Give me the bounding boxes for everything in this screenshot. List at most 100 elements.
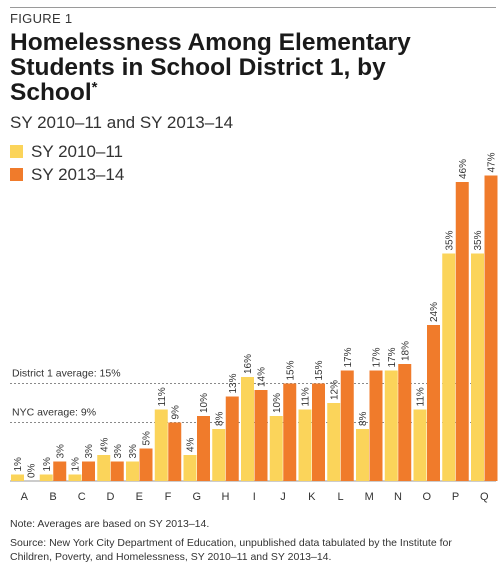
x-tick-label: N: [394, 491, 402, 503]
bar: [356, 429, 369, 481]
data-label: 18%: [400, 341, 411, 361]
x-tick-label: P: [452, 491, 459, 503]
bar: [53, 461, 67, 481]
data-label: 17%: [387, 347, 398, 367]
data-label: 13%: [228, 373, 239, 393]
bar: [97, 455, 111, 481]
x-tick-label: C: [78, 491, 86, 503]
chart-subtitle: SY 2010–11 and SY 2013–14: [10, 113, 234, 132]
bar: [455, 182, 469, 481]
bar: [327, 403, 341, 481]
data-label: 3%: [113, 444, 124, 459]
reference-line-label: District 1 average: 15%: [12, 368, 121, 380]
reference-line-label: NYC average: 9%: [12, 407, 96, 419]
bar: [197, 416, 210, 481]
data-label: 11%: [301, 387, 312, 406]
bar: [82, 461, 95, 481]
bar: [471, 253, 484, 481]
bar: [442, 253, 456, 481]
data-label: 11%: [416, 387, 427, 406]
data-label: 3%: [55, 444, 66, 459]
data-label: 47%: [487, 152, 498, 172]
data-label: 10%: [272, 393, 283, 413]
legend-item-series2: SY 2013–14: [10, 163, 124, 186]
bar: [168, 422, 182, 481]
bar: [484, 175, 498, 481]
bar: [269, 416, 283, 481]
bar: [340, 370, 354, 481]
x-tick-label: O: [422, 491, 431, 503]
title-text: Homelessness Among Elementary Students i…: [10, 29, 411, 106]
x-tick-label: G: [192, 491, 201, 503]
x-tick-label: H: [222, 491, 230, 503]
bar: [126, 461, 139, 481]
data-label: 1%: [42, 457, 53, 472]
bar: [225, 396, 239, 481]
x-tick-label: I: [253, 491, 256, 503]
bar: [212, 429, 226, 481]
bar: [312, 383, 325, 481]
data-label: 35%: [473, 230, 484, 250]
data-label: 8%: [358, 411, 369, 426]
bar: [398, 364, 412, 481]
x-tick-label: L: [337, 491, 343, 503]
x-tick-label: D: [107, 491, 115, 503]
top-rule: [10, 7, 496, 8]
legend-swatch-series1: [10, 145, 23, 158]
bar: [183, 455, 197, 481]
bar: [283, 383, 297, 481]
legend-label-series1: SY 2010–11: [31, 141, 124, 161]
legend: SY 2010–11 SY 2013–14: [10, 140, 124, 186]
x-tick-label: A: [21, 491, 29, 503]
x-tick-label: K: [308, 491, 316, 503]
bar: [413, 409, 427, 481]
bar: [369, 370, 383, 481]
chart-title: Homelessness Among Elementary Students i…: [10, 30, 480, 105]
data-label: 0%: [27, 463, 38, 478]
data-label: 16%: [243, 354, 254, 374]
data-label: 15%: [314, 360, 325, 380]
data-label: 1%: [71, 457, 82, 472]
data-label: 4%: [186, 437, 197, 452]
data-label: 46%: [458, 159, 469, 179]
data-label: 11%: [157, 387, 168, 406]
data-label: 1%: [13, 457, 24, 472]
data-label: 10%: [199, 393, 210, 413]
data-label: 35%: [444, 230, 455, 250]
bar-chart: District 1 average: 15% NYC average: 9% 1%…: [10, 152, 498, 503]
bar: [154, 409, 168, 481]
bar: [298, 409, 312, 481]
x-tick-label: Q: [480, 491, 489, 503]
data-label: 5%: [142, 431, 153, 446]
legend-item-series1: SY 2010–11: [10, 140, 124, 163]
bar: [139, 448, 153, 481]
bar: [254, 390, 268, 481]
data-label: 17%: [372, 347, 383, 367]
x-tick-label: F: [165, 491, 172, 503]
data-label: 8%: [214, 411, 225, 426]
data-label: 4%: [99, 437, 110, 452]
legend-label-series2: SY 2013–14: [31, 164, 125, 184]
bar: [241, 377, 254, 481]
x-tick-label: M: [365, 491, 374, 503]
data-label: 15%: [285, 360, 296, 380]
chart-note: Note: Averages are based on SY 2013–14.: [10, 518, 210, 530]
bar: [384, 370, 398, 481]
data-label: 17%: [343, 347, 354, 367]
data-label: 3%: [128, 444, 139, 459]
x-tick-label: B: [49, 491, 56, 503]
bar: [39, 474, 53, 481]
bar: [427, 325, 440, 481]
bar: [11, 474, 24, 481]
data-label: 9%: [170, 405, 181, 420]
data-label: 12%: [329, 380, 340, 400]
title-asterisk: *: [91, 79, 98, 96]
data-label: 14%: [257, 367, 268, 387]
chart-source: Source: New York City Department of Educ…: [10, 537, 452, 563]
x-tick-label: E: [136, 491, 143, 503]
data-label: 24%: [429, 302, 440, 322]
bar: [68, 474, 82, 481]
data-label: 3%: [84, 444, 95, 459]
figure-label: FIGURE 1: [10, 11, 73, 26]
bar: [110, 461, 124, 481]
